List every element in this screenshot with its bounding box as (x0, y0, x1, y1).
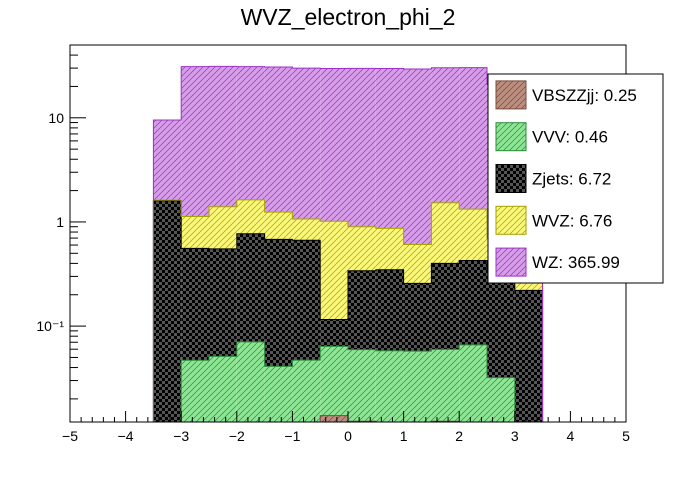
bar-zjets-bin-5 (292, 240, 321, 361)
bar-wz-bin-0 (153, 120, 182, 201)
bar-wz-bin-6 (320, 68, 348, 222)
legend-swatch-wvz (495, 205, 527, 235)
bar-zjets-bin-4 (264, 239, 293, 367)
bar-wz-bin-4 (264, 67, 293, 213)
x-tick-label: −5 (62, 428, 78, 444)
bar-zjets-bin-12 (487, 271, 515, 378)
bar-wz-bin-7 (348, 68, 376, 227)
bar-zjets-bin-11 (459, 260, 487, 345)
outline-vvv (153, 341, 543, 423)
bar-wz-bin-10 (431, 67, 460, 203)
bar-vvv-bin-4 (264, 366, 293, 422)
bar-zjets-bin-8 (375, 269, 404, 351)
bar-wvz-bin-3 (236, 199, 265, 234)
bar-vvv-bin-3 (236, 341, 265, 422)
bar-zjets-bin-2 (209, 248, 237, 357)
legend-label-zjets: Zjets: 6.72 (532, 170, 611, 189)
x-tick-label: 5 (622, 428, 630, 444)
outline-wz (152, 65, 544, 422)
bar-zjets-bin-9 (403, 283, 432, 352)
legend-label-wvz: WVZ: 6.76 (532, 211, 612, 230)
bar-wvz-bin-9 (403, 244, 432, 284)
legend: VBSZZjj: 0.25 VVV: 0.46 Zjets: 6.72 WVZ: 6.… (487, 73, 664, 284)
x-tick-label: 4 (567, 428, 575, 444)
x-axis: −5 −4 −3 −2 −1 0 1 2 3 4 5 (62, 411, 630, 444)
bar-wz-bin-2 (209, 66, 237, 207)
x-tick-label: −3 (173, 428, 189, 444)
x-tick-label: −4 (118, 428, 134, 444)
bar-vvv-bin-11 (459, 344, 487, 422)
bar-wz-bin-8 (375, 68, 404, 229)
bar-vvv-bin-1 (181, 360, 209, 422)
x-tick-label: 2 (455, 428, 463, 444)
legend-label-vvv: VVV: 0.46 (532, 128, 608, 147)
y-tick-label: 10 (48, 110, 64, 126)
bar-zjets-bin-7 (348, 270, 376, 350)
bar-zjets-bin-10 (431, 263, 460, 350)
histogram-bars (152, 65, 544, 423)
legend-label-vbszzjj: VBSZZjj: 0.25 (532, 86, 637, 105)
x-tick-label: 3 (511, 428, 519, 444)
bar-zjets-bin-13 (514, 290, 543, 422)
bar-vvv-bin-5 (292, 360, 321, 422)
bar-vvv-bin-6 (320, 346, 348, 416)
x-tick-label: −1 (284, 428, 300, 444)
bar-zjets-bin-0 (153, 200, 182, 422)
legend-swatch-vvv (495, 122, 527, 152)
bar-zjets-bin-6 (320, 319, 348, 347)
bar-wvz-bin-10 (431, 202, 460, 264)
outline-wvz (152, 199, 544, 422)
bar-wvz-bin-5 (292, 219, 321, 241)
bar-vbszzjj-bin-6 (320, 415, 348, 422)
bar-wvz-bin-4 (264, 212, 293, 240)
bar-vvv-bin-2 (209, 356, 237, 422)
bar-wvz-bin-1 (181, 216, 209, 249)
x-tick-label: −2 (229, 428, 245, 444)
legend-swatch-vbszzjj (495, 80, 527, 110)
x-tick-label: 0 (344, 428, 352, 444)
bar-wz-bin-3 (236, 66, 265, 200)
bar-wz-bin-11 (459, 67, 487, 210)
bar-vvv-bin-10 (431, 349, 460, 422)
bar-vvv-bin-8 (375, 350, 404, 422)
bar-wz-bin-1 (181, 66, 209, 217)
y-tick-label: 10⁻¹ (36, 318, 64, 334)
bar-zjets-bin-3 (236, 233, 265, 342)
bar-wvz-bin-2 (209, 206, 237, 249)
legend-swatch-wz (495, 247, 527, 277)
bar-wvz-bin-7 (348, 226, 376, 271)
bar-wvz-bin-11 (459, 209, 487, 261)
bar-zjets-bin-1 (181, 248, 209, 361)
bar-vvv-bin-9 (403, 351, 432, 422)
bar-wvz-bin-6 (320, 221, 348, 320)
y-axis: 10⁻¹ 1 10 (36, 44, 86, 400)
x-tick-label: 1 (400, 428, 408, 444)
bar-vvv-bin-7 (348, 349, 376, 422)
chart-title: WVZ_electron_phi_2 (241, 4, 456, 30)
outline-zjets (152, 200, 544, 422)
bar-wvz-bin-8 (375, 228, 404, 270)
bar-wz-bin-9 (403, 69, 432, 245)
bar-wz-bin-5 (292, 68, 321, 220)
legend-swatch-zjets (495, 164, 527, 193)
bar-wvz-bin-13 (514, 282, 543, 291)
bar-vvv-bin-12 (487, 377, 515, 422)
legend-label-wz: WZ: 365.99 (532, 253, 620, 272)
y-tick-label: 1 (56, 214, 64, 230)
